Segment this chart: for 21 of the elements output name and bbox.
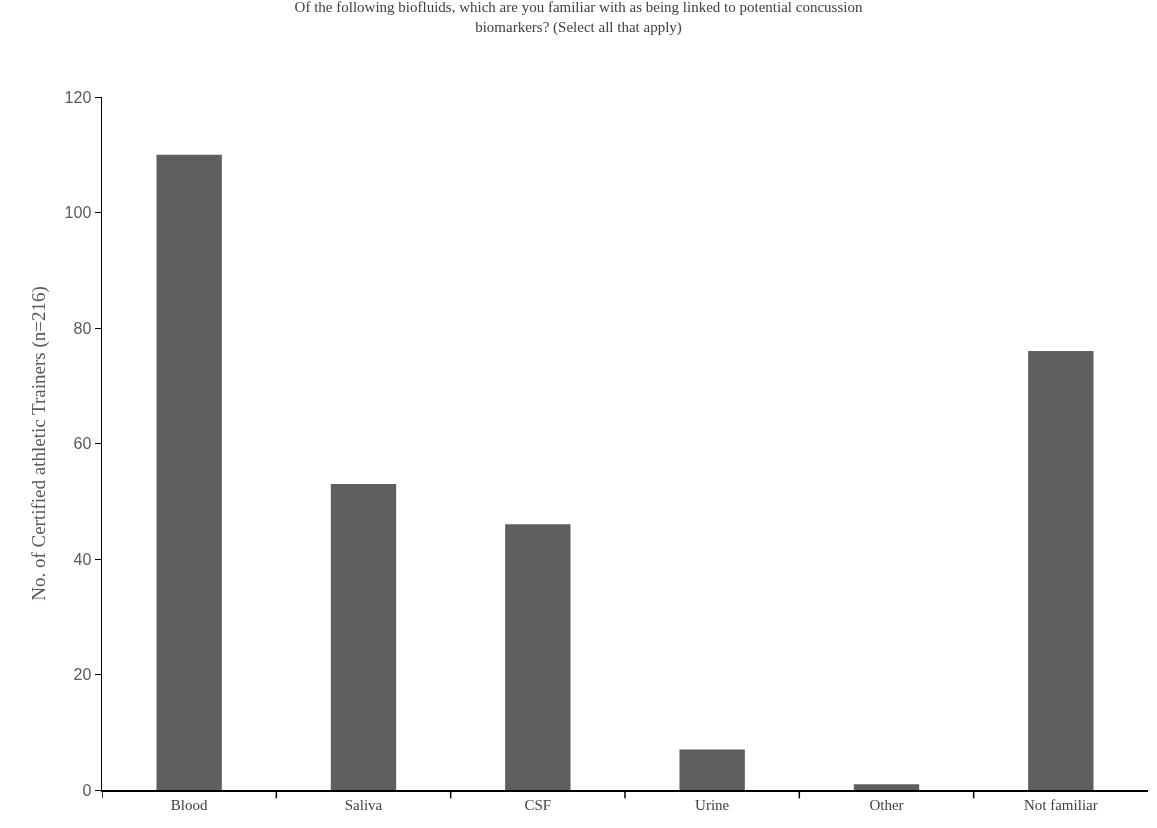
bar (1028, 351, 1094, 790)
y-tick-label: 80 (73, 319, 92, 337)
y-tick-label: 0 (82, 781, 92, 799)
bar (679, 749, 745, 790)
y-tick-label: 60 (73, 435, 92, 453)
x-tick-label: Other (869, 796, 904, 813)
bar (505, 524, 571, 790)
x-tick-label: Urine (695, 796, 730, 813)
x-tick-label: Not familiar (1023, 796, 1098, 813)
x-tick-label: CSF (524, 796, 552, 813)
y-tick-label: 100 (64, 204, 92, 222)
y-tick-label: 40 (73, 550, 92, 568)
x-tick-label: Saliva (344, 796, 383, 813)
bar (156, 154, 222, 790)
bar (853, 784, 920, 790)
bar (330, 483, 397, 790)
x-tick-label: Blood (170, 796, 208, 813)
y-tick-label: 20 (73, 666, 92, 684)
y-tick-label: 120 (64, 88, 92, 106)
chart-title: Of the following biofluids, which are you familiar with as being linked to potential concussion biomarkers? (Select all that apply) (294, 0, 863, 36)
y-axis-title: No. of Certified athletic Trainers (n=216) (27, 286, 50, 601)
